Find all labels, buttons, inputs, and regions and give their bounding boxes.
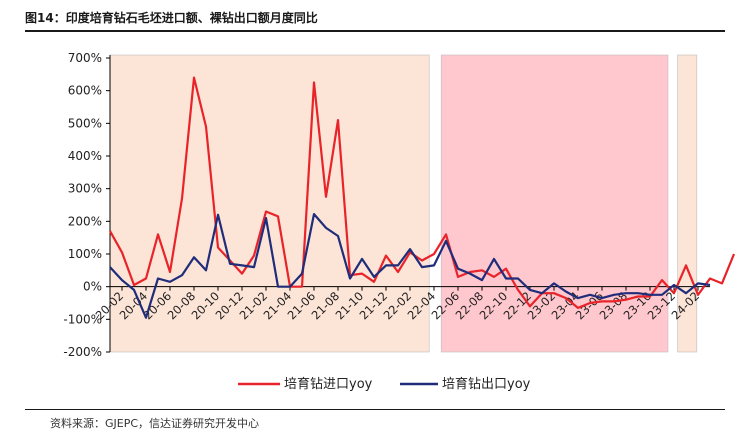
y-tick-label: 200% [68, 214, 102, 228]
shaded-regions [109, 54, 698, 353]
series-line-export [109, 213, 711, 319]
y-tick-label: -200% [63, 345, 102, 359]
title-rule [25, 30, 725, 32]
line-chart: -200% -100% 0% 100% 200% 300% 400% 500% 600% 700%… [63, 51, 736, 392]
y-tick-label: -100% [63, 312, 102, 326]
y-tick-label: 300% [68, 182, 102, 196]
footer-rule [25, 409, 725, 410]
y-tick-label: 0% [83, 280, 102, 294]
source-note: 资料来源：GJEPC，信达证券研究开发中心 [50, 417, 260, 430]
y-tick-label: 400% [68, 149, 102, 163]
legend: 培育钻进口yoy 培育钻出口yoy [238, 376, 531, 392]
y-tick-label: 100% [68, 247, 102, 261]
legend-label-export: 培育钻出口yoy [442, 376, 531, 392]
shaded-region-2 [440, 54, 669, 353]
y-tick-label: 700% [68, 51, 102, 65]
series-lines [109, 76, 736, 319]
figure-title: 图14：印度培育钻石毛坯进口额、裸钻出口额月度同比 [25, 11, 318, 25]
y-tick-label: 600% [68, 84, 102, 98]
y-tick-label: 500% [68, 116, 102, 130]
legend-label-import: 培育钻进口yoy [284, 376, 373, 392]
series-line-import [109, 76, 736, 309]
